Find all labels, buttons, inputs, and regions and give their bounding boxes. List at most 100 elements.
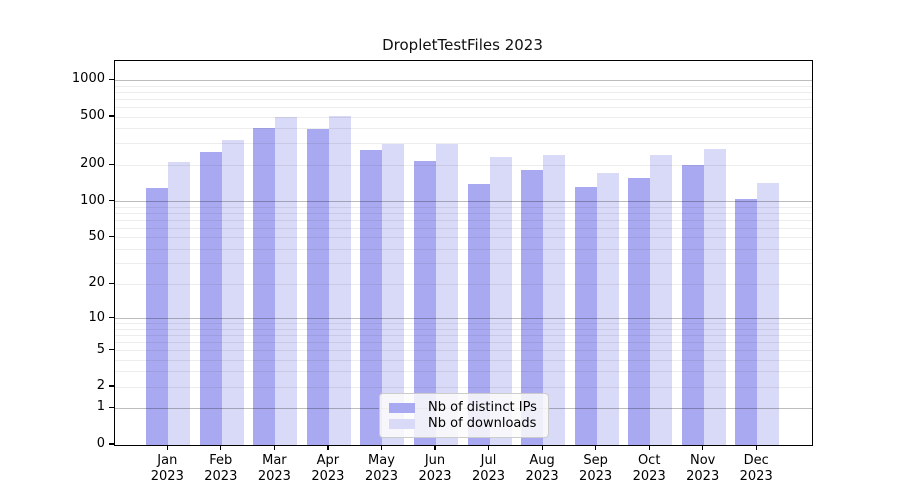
x-tick-year: 2023 (579, 469, 613, 484)
y-tick-label: 1000 (71, 71, 105, 87)
y-tick-label: 2 (96, 378, 105, 393)
bar-downloads-jul (489, 156, 512, 445)
minor-gridline (115, 283, 812, 285)
x-tick-mark (434, 445, 436, 450)
minor-gridline (115, 386, 812, 388)
bar-distinct-ips-mar (253, 127, 276, 445)
x-tick-mark (702, 445, 704, 450)
bar-distinct-ips-oct (628, 177, 651, 445)
bar-downloads-oct (650, 154, 673, 445)
y-tick-mark (108, 115, 114, 117)
minor-gridline (115, 206, 812, 208)
legend: Nb of distinct IPs Nb of downloads (379, 393, 549, 438)
x-tick-year: 2023 (686, 469, 720, 484)
bar-distinct-ips-jan (146, 187, 169, 445)
minor-gridline (115, 371, 812, 373)
y-tick-label: 0 (96, 436, 105, 451)
y-tick-mark (108, 316, 114, 319)
bar-downloads-dec (757, 183, 780, 445)
minor-gridline (115, 143, 812, 145)
x-tick-mark (541, 445, 543, 450)
minor-gridline (115, 263, 812, 265)
bar-downloads-aug (543, 154, 566, 445)
minor-gridline (115, 248, 812, 250)
y-tick-mark (108, 235, 114, 238)
x-tick-mark (166, 445, 168, 450)
x-tick-month: Jan (157, 453, 178, 468)
bar-distinct-ips-sep (574, 186, 597, 445)
x-tick-month: Oct (637, 453, 661, 468)
x-tick-month: Jun (424, 453, 446, 468)
x-tick-mark (755, 445, 757, 450)
legend-item-distinct-ips: Nb of distinct IPs (386, 400, 542, 415)
bar-distinct-ips-apr (306, 129, 329, 445)
legend-swatch-distinct-ips (389, 402, 415, 413)
x-tick-year: 2023 (364, 469, 399, 484)
minor-gridline (115, 334, 812, 336)
bar-downloads-feb (221, 139, 244, 445)
y-tick-label: 100 (80, 192, 105, 208)
y-tick-mark (108, 282, 114, 285)
bar-distinct-ips-feb (199, 152, 222, 445)
y-tick-label: 10 (88, 309, 105, 325)
x-tick-label-apr: Apr 2023 (296, 453, 360, 485)
x-tick-label-jul: Jul 2023 (457, 453, 521, 485)
x-tick-label-sep: Sep 2023 (564, 453, 628, 485)
x-tick-mark (380, 445, 383, 450)
y-tick-label: 5 (96, 341, 105, 357)
bar-downloads-apr (328, 115, 351, 445)
x-tick-label-jan: Jan 2023 (135, 453, 199, 485)
minor-gridline (115, 116, 812, 118)
major-gridline (115, 318, 812, 319)
y-tick-mark (108, 443, 114, 445)
x-tick-month: Dec (743, 453, 769, 468)
x-tick-label-dec: Dec 2023 (724, 453, 788, 485)
bar-downloads-mar (275, 117, 298, 445)
x-tick-year: 2023 (150, 469, 184, 484)
x-tick-year: 2023 (739, 469, 773, 484)
minor-gridline (115, 323, 812, 324)
x-tick-label-mar: Mar 2023 (242, 453, 306, 485)
x-tick-year: 2023 (311, 469, 345, 484)
bar-downloads-nov (703, 148, 726, 445)
bar-distinct-ips-aug (521, 170, 544, 445)
minor-gridline (115, 98, 812, 100)
major-gridline (115, 79, 812, 81)
y-tick-label: 1 (96, 399, 105, 415)
x-tick-label-jun: Jun 2023 (403, 453, 467, 485)
bar-distinct-ips-jul (467, 184, 490, 445)
minor-gridline (115, 328, 812, 330)
x-tick-month: Apr (316, 453, 340, 468)
minor-gridline (115, 350, 812, 351)
minor-gridline (115, 237, 812, 238)
x-tick-mark (273, 445, 276, 450)
minor-gridline (115, 91, 812, 93)
x-tick-mark (327, 445, 329, 450)
bar-distinct-ips-dec (735, 198, 758, 445)
y-tick-label: 50 (88, 228, 105, 244)
bar-distinct-ips-nov (681, 165, 704, 445)
y-tick-label: 20 (88, 275, 105, 291)
x-tick-mark (648, 445, 650, 450)
chart-title: DropletTestFiles 2023 (382, 36, 543, 54)
plot-area: Nb of distinct IPs Nb of downloads (114, 60, 813, 446)
x-tick-label-aug: Aug 2023 (510, 453, 574, 485)
y-tick-mark (108, 348, 114, 351)
minor-gridline (115, 212, 812, 214)
minor-gridline (115, 85, 812, 87)
y-tick-mark (108, 406, 114, 409)
x-tick-month: Nov (690, 453, 716, 468)
x-tick-month: Mar (262, 453, 287, 468)
bar-distinct-ips-may (360, 150, 383, 445)
legend-swatch-downloads (389, 418, 415, 429)
x-tick-mark (487, 445, 490, 450)
x-tick-label-may: May 2023 (350, 453, 414, 485)
x-tick-label-nov: Nov 2023 (671, 453, 735, 485)
legend-label-distinct-ips: Nb of distinct IPs (428, 400, 537, 415)
legend-label-downloads: Nb of downloads (428, 416, 537, 431)
y-tick-mark (108, 163, 114, 165)
x-tick-label-oct: Oct 2023 (617, 453, 681, 485)
major-gridline (115, 201, 812, 202)
minor-gridline (115, 219, 812, 221)
x-tick-mark (595, 445, 597, 450)
